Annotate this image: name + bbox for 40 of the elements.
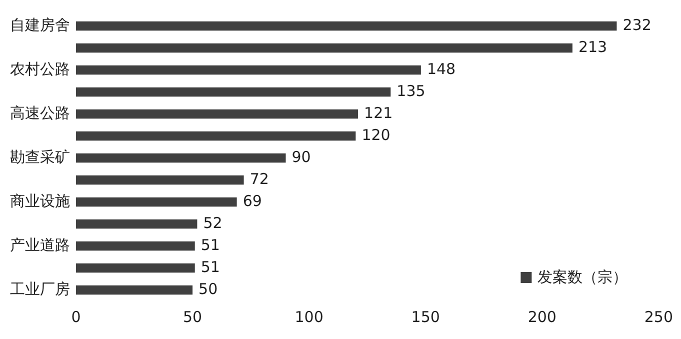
legend-label: 发案数（宗）: [538, 268, 628, 286]
x-tick-label: 250: [644, 308, 674, 326]
y-tick-label: 工业厂房: [10, 280, 70, 298]
y-tick-label: 产业道路: [10, 236, 70, 254]
x-tick-label: 150: [411, 308, 440, 326]
data-label: 90: [292, 148, 311, 166]
bar: [76, 175, 244, 185]
bar: [76, 131, 356, 141]
y-tick-label: 高速公路: [10, 104, 70, 122]
x-tick-label: 0: [71, 308, 81, 326]
y-tick-label: 自建房舍: [10, 16, 70, 34]
data-label: 72: [250, 170, 269, 188]
y-tick-label: 商业设施: [10, 192, 70, 210]
data-label: 213: [578, 38, 608, 56]
data-label: 135: [396, 82, 426, 100]
data-label: 120: [362, 126, 390, 144]
data-label: 69: [242, 192, 262, 210]
bar: [76, 285, 193, 295]
bar: [76, 109, 358, 119]
bar: [76, 263, 195, 273]
x-tick-label: 200: [528, 308, 556, 326]
bar: [76, 219, 198, 229]
data-label: 52: [203, 214, 222, 232]
y-tick-label: 农村公路: [10, 60, 70, 78]
data-label: 148: [426, 60, 456, 78]
data-label: 51: [200, 258, 220, 276]
bar: [76, 153, 286, 163]
data-label: 232: [622, 16, 652, 34]
data-label: 50: [198, 280, 218, 298]
bar: [76, 43, 572, 53]
bar: [76, 197, 237, 207]
x-tick-label: 100: [294, 308, 324, 326]
bar: [76, 65, 421, 75]
data-label: 121: [364, 104, 393, 122]
bar: [76, 87, 391, 97]
bar: [76, 21, 617, 31]
y-tick-label: 勘查采矿: [10, 148, 70, 166]
bar: [76, 241, 195, 251]
x-tick-label: 50: [182, 308, 202, 326]
data-label: 51: [200, 236, 220, 254]
